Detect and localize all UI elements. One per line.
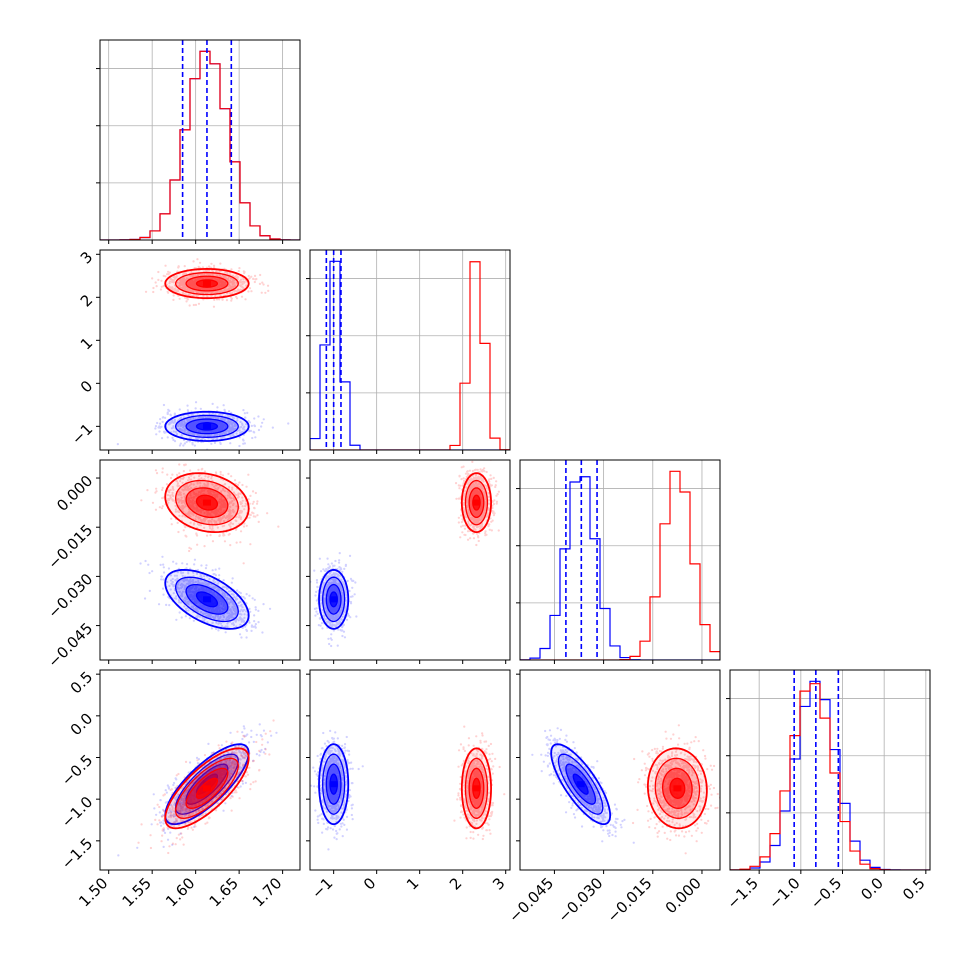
scatter-series-0	[116, 401, 290, 450]
panel-plot-area	[139, 460, 280, 639]
histogram-series-1	[520, 470, 720, 660]
y-tick-label: 2	[77, 291, 96, 310]
histogram-panel-3: −1.5 −1.0 −0.5 0.0 0.5	[724, 669, 931, 913]
scatter-series-1	[631, 724, 720, 855]
x-tick-label: 1.60	[162, 874, 198, 910]
panel-frame	[309, 669, 511, 871]
y-tick-label: −1.0	[58, 793, 96, 831]
x-tick-label: −0.030	[554, 874, 606, 926]
histogram-panel-1	[306, 249, 511, 454]
panel-plot-area	[116, 258, 290, 450]
density-peak	[202, 596, 211, 603]
x-tick-label: 1.65	[206, 874, 242, 910]
panel-frame	[729, 669, 931, 871]
histogram-series-0	[310, 260, 510, 450]
scatter-series-1	[137, 719, 275, 855]
panel-plot-area	[310, 250, 510, 450]
y-tick-label: 0.000	[53, 472, 96, 515]
panel-plot-area	[310, 460, 500, 648]
histogram-series-1	[100, 50, 300, 240]
density-peak	[202, 280, 211, 287]
x-tick-label: 1.55	[119, 874, 155, 910]
scatter-panel-2-1	[306, 459, 511, 664]
density-peak	[673, 785, 682, 792]
density-peak	[472, 499, 481, 506]
scatter-series-0	[310, 552, 358, 648]
panel-frame	[519, 669, 721, 871]
y-tick-label: 0.0	[67, 709, 97, 739]
panel-frame	[99, 249, 301, 451]
density-peak	[202, 423, 211, 430]
panel-frame	[99, 459, 301, 661]
density-peak	[202, 785, 211, 792]
y-tick-label: 1	[77, 334, 96, 353]
histogram-series-0	[100, 50, 300, 240]
density-peak	[329, 596, 338, 603]
panel-plot-area	[100, 40, 300, 240]
x-tick-label: −1.5	[724, 874, 762, 912]
x-tick-label: −1.0	[765, 874, 803, 912]
x-tick-label: 1.50	[75, 874, 111, 910]
panel-plot-area	[310, 725, 506, 851]
scatter-series-0	[310, 729, 364, 851]
y-tick-label: 3	[77, 248, 96, 267]
panel-plot-area	[531, 724, 720, 855]
panel-plot-area	[520, 460, 720, 660]
panel-frame	[519, 459, 721, 661]
scatter-series-1	[454, 460, 500, 547]
scatter-series-1	[453, 725, 506, 841]
scatter-panel-2-0: −0.045−0.030−0.015 0.000	[44, 459, 301, 671]
scatter-panel-3-2: −0.045−0.030−0.015 0.000	[505, 669, 721, 926]
density-peak	[329, 781, 338, 788]
panel-frame	[99, 669, 301, 871]
density-peak	[472, 785, 481, 792]
y-tick-label: −0.030	[44, 570, 96, 622]
scatter-points	[310, 729, 364, 851]
histogram-series-0	[520, 476, 720, 660]
x-tick-label: −0.045	[505, 874, 557, 926]
scatter-series-0	[531, 727, 635, 844]
y-tick-label: −0.045	[44, 619, 96, 671]
histogram-panel-0	[96, 39, 301, 244]
x-tick-label: −1	[308, 874, 336, 902]
x-tick-label: 0.000	[662, 874, 705, 917]
x-tick-label: 1.70	[249, 874, 285, 910]
y-tick-label: −0.015	[44, 521, 96, 573]
y-tick-label: −1	[68, 420, 96, 448]
histogram-panel-2	[516, 459, 721, 664]
panel-frame	[99, 39, 301, 241]
scatter-panel-1-0: −1 0 1 2 3	[68, 248, 301, 454]
x-tick-label: 0.5	[899, 874, 929, 904]
panel-frame	[309, 459, 511, 661]
density-peak	[576, 781, 585, 788]
scatter-panel-3-0: 1.50 1.55 1.60 1.65 1.70 −1.5−1.0 −0.5 0.0 0.5	[58, 668, 301, 910]
y-tick-label: 0.5	[67, 668, 97, 698]
x-tick-label: 0.0	[857, 874, 887, 904]
panel-frame	[309, 249, 511, 451]
y-tick-label: 0	[77, 377, 96, 396]
x-tick-label: −0.015	[604, 874, 656, 926]
x-tick-label: −0.5	[807, 874, 845, 912]
y-tick-label: −1.5	[58, 834, 96, 872]
density-peak	[202, 499, 211, 506]
x-tick-label: 3	[489, 874, 508, 893]
scatter-panel-3-1: −1 0 1 2 3	[306, 669, 511, 902]
panel-plot-area	[117, 719, 278, 857]
scatter-series-1	[140, 460, 280, 565]
scatter-series-1	[144, 258, 270, 308]
panel-plot-area	[730, 670, 930, 870]
y-tick-label: −0.5	[58, 751, 96, 789]
x-tick-label: 0	[360, 874, 379, 893]
scatter-series-0	[139, 555, 272, 639]
x-tick-label: 1	[403, 874, 422, 893]
histogram-series-0	[730, 680, 930, 870]
x-tick-label: 2	[446, 874, 465, 893]
